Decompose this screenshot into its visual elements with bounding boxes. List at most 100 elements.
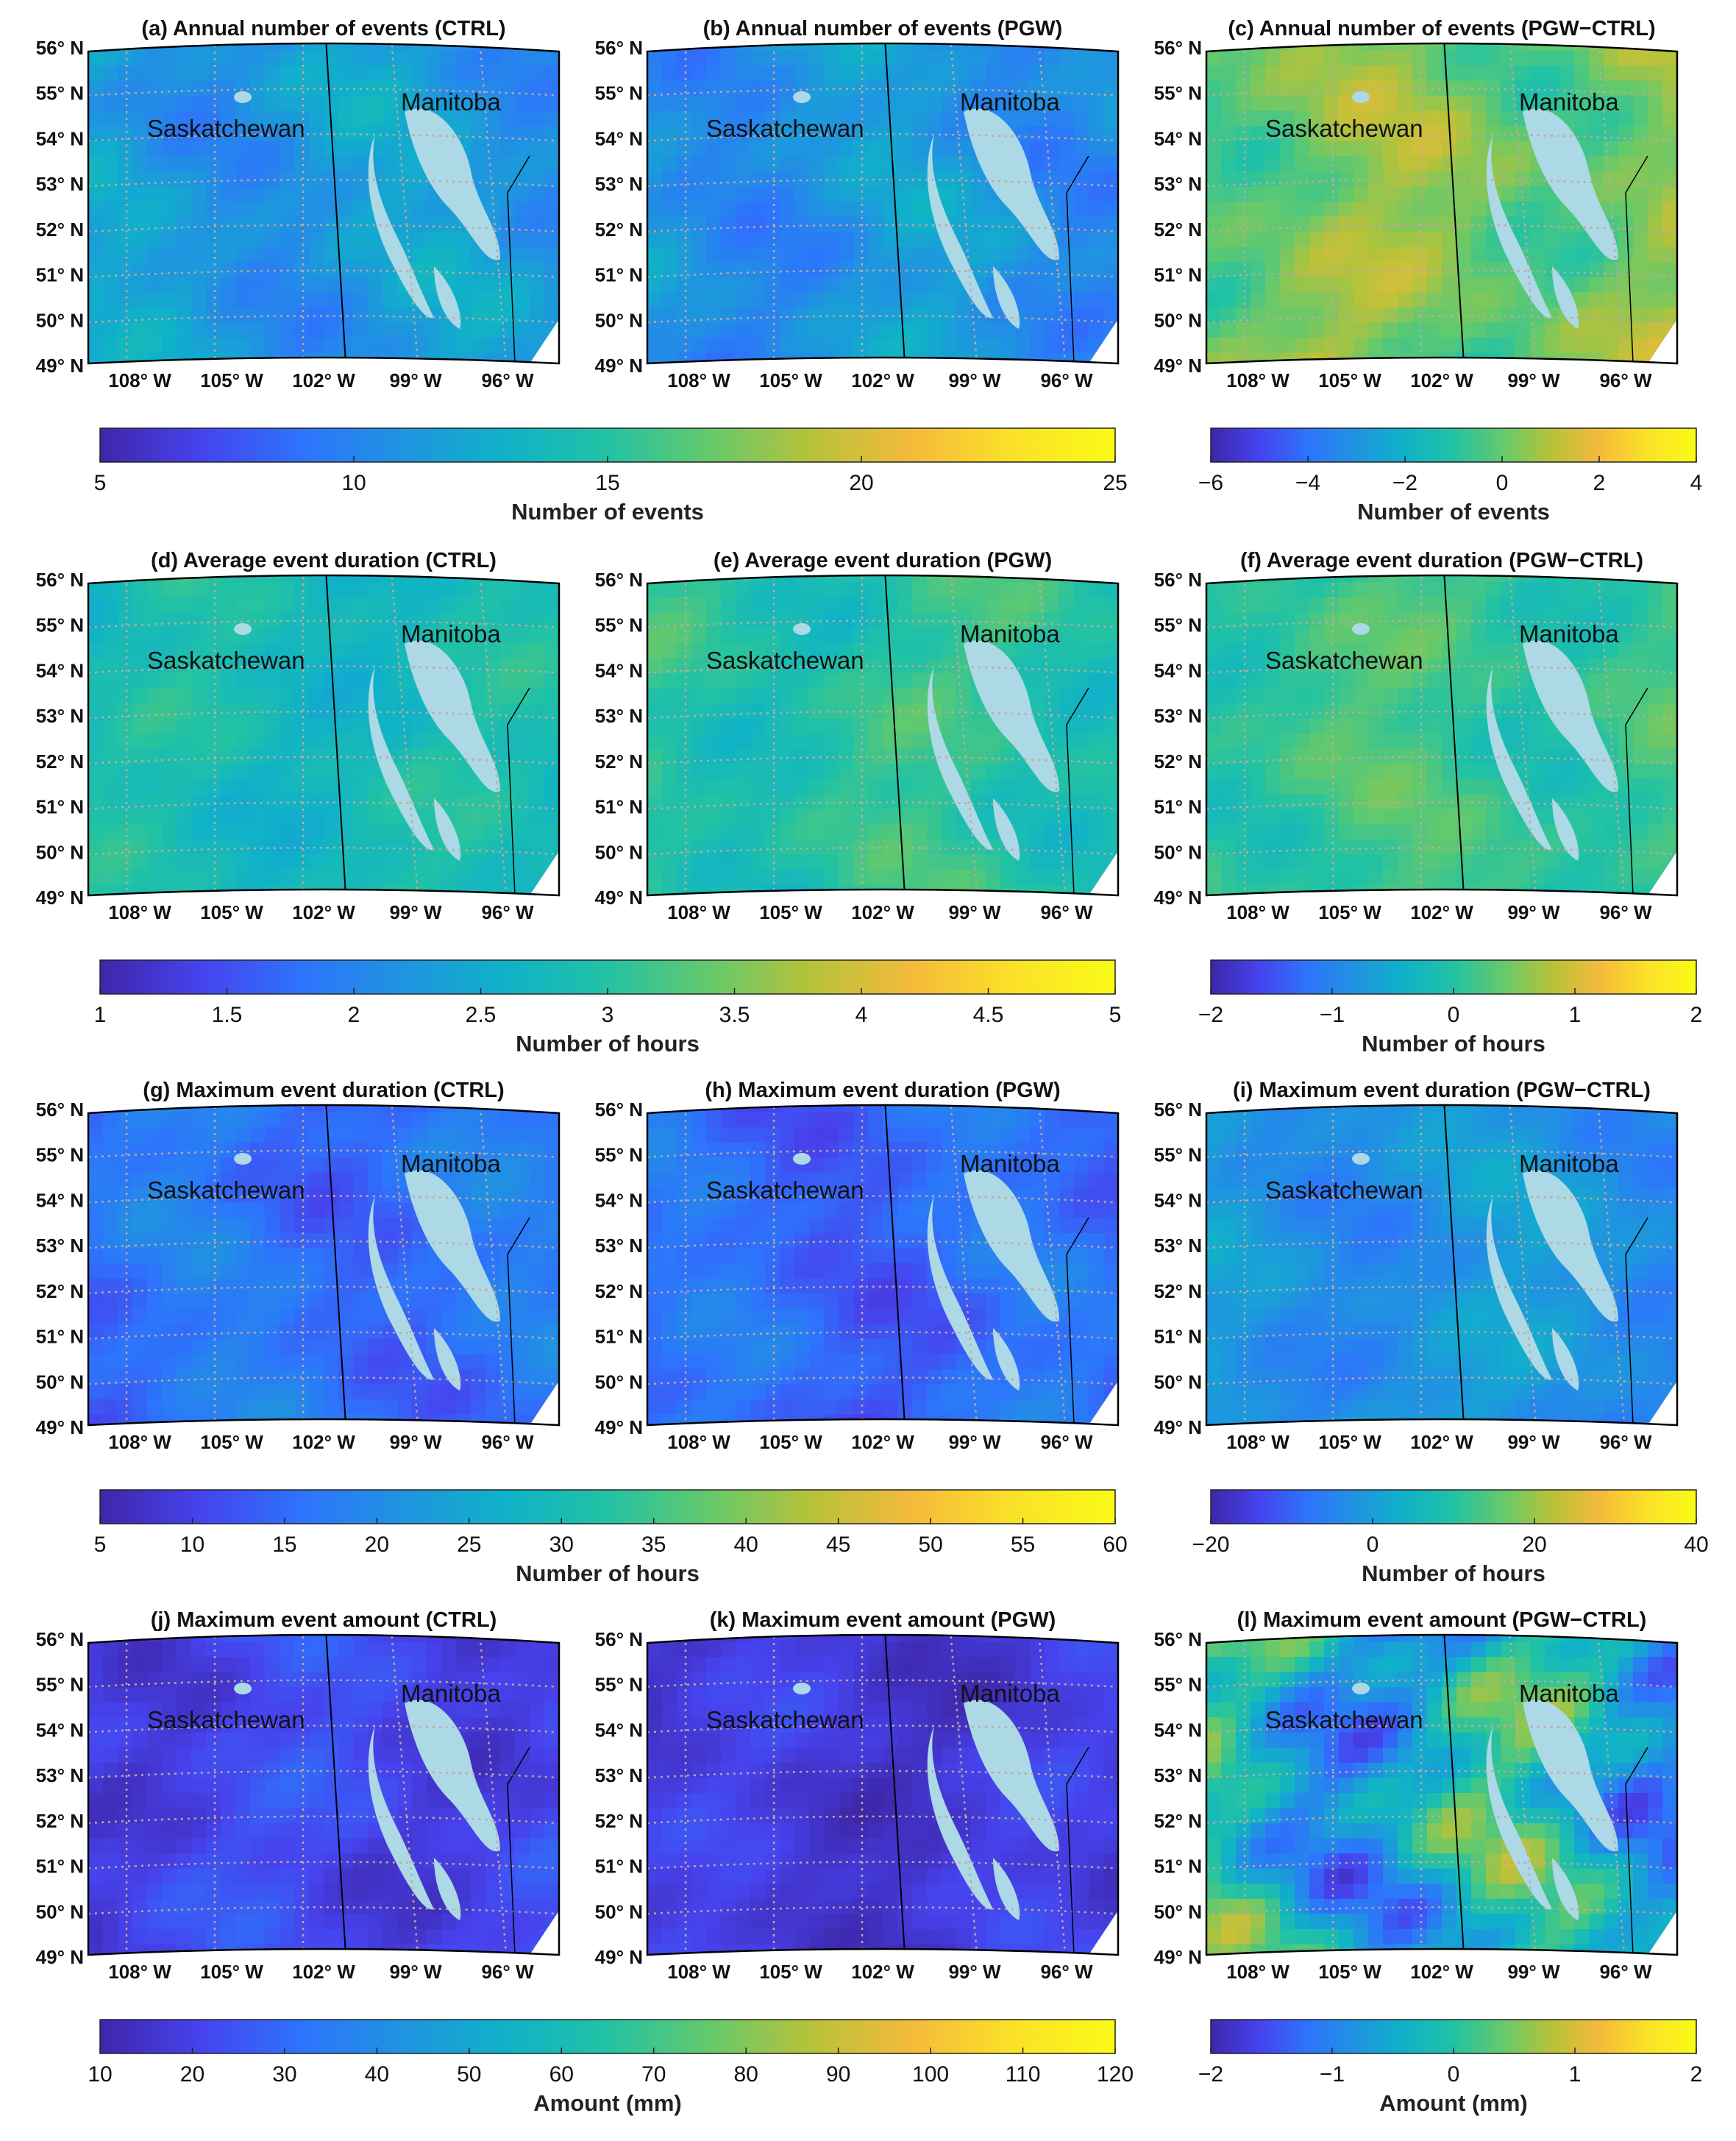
- field-cell: [1368, 778, 1384, 795]
- field-cell: [206, 1202, 221, 1218]
- field-cell: [353, 1338, 369, 1354]
- field-cell: [809, 277, 825, 293]
- field-cell: [530, 658, 545, 674]
- field-cell: [515, 96, 530, 112]
- field-cell: [147, 1354, 163, 1370]
- field-cell: [1339, 612, 1354, 628]
- lat-label: 51° N: [595, 264, 643, 286]
- field-cell: [1309, 202, 1325, 218]
- field-cell: [132, 794, 148, 810]
- field-cell: [1471, 322, 1487, 338]
- field-cell: [530, 1232, 545, 1249]
- field-cell: [1442, 262, 1457, 278]
- field-cell: [1000, 582, 1016, 598]
- field-cell: [500, 778, 516, 795]
- field-cell: [839, 186, 854, 202]
- field-cell: [412, 232, 427, 248]
- field-cell: [809, 748, 825, 764]
- field-cell: [883, 43, 898, 52]
- field-cell: [191, 658, 207, 674]
- graticule-lat: [647, 224, 1118, 233]
- field-cell: [206, 262, 221, 278]
- field-cell: [265, 734, 280, 750]
- field-cell: [677, 794, 692, 810]
- field-cell: [1309, 246, 1325, 263]
- field-cell: [235, 322, 251, 338]
- field-cell: [162, 232, 177, 248]
- field-cell: [103, 141, 118, 157]
- field-cell: [485, 80, 501, 96]
- field-cell: [1501, 703, 1516, 719]
- field-cell: [368, 628, 383, 644]
- field-cell: [956, 337, 972, 353]
- field-cell: [927, 337, 942, 353]
- field-cell: [338, 612, 354, 628]
- field-cell: [1530, 96, 1545, 112]
- field-cell: [1574, 612, 1590, 628]
- field-cell: [1383, 597, 1398, 614]
- field-cell: [794, 141, 810, 157]
- field-cell: [1648, 186, 1663, 202]
- field-cell: [1280, 202, 1295, 218]
- field-cell: [853, 322, 869, 338]
- field-cell: [1383, 110, 1398, 127]
- field-cell: [147, 1308, 163, 1324]
- graticule-lat: [647, 619, 1118, 628]
- field-cell: [1662, 110, 1677, 127]
- field-cell: [427, 337, 442, 353]
- field-cell: [1059, 703, 1075, 719]
- field-cell: [456, 292, 472, 308]
- field-cell: [986, 612, 1001, 628]
- field-cell: [1559, 794, 1575, 810]
- field-cell: [927, 642, 942, 658]
- field-cell: [1515, 141, 1531, 157]
- field-cell: [721, 156, 736, 172]
- field-cell: [147, 869, 163, 885]
- field-cell: [324, 50, 339, 66]
- field-cell: [103, 688, 118, 704]
- field-cell: [1221, 688, 1237, 704]
- field-cell: [1059, 292, 1075, 308]
- field-cell: [942, 658, 957, 674]
- field-cell: [147, 1187, 163, 1204]
- field-cell: [515, 628, 530, 644]
- field-cell: [1295, 246, 1310, 263]
- field-cell: [1236, 642, 1251, 658]
- field-cell: [1265, 839, 1281, 855]
- field-cell: [132, 1248, 148, 1264]
- field-cell: [853, 232, 869, 248]
- field-cell: [103, 794, 118, 810]
- field-cell: [427, 734, 442, 750]
- field-cell: [765, 216, 780, 232]
- field-cell: [1280, 854, 1295, 870]
- field-cell: [515, 1338, 530, 1354]
- field-cell: [721, 703, 736, 719]
- field-cell: [1633, 824, 1648, 840]
- field-cell: [706, 141, 722, 157]
- field-cell: [221, 597, 236, 614]
- field-cell: [191, 809, 207, 825]
- field-cell: [353, 884, 369, 895]
- field-cell: [794, 597, 810, 614]
- field-cell: [515, 734, 530, 750]
- field-cell: [1633, 96, 1648, 112]
- field-cell: [1530, 575, 1545, 583]
- field-cell: [338, 718, 354, 734]
- field-cell: [118, 1157, 133, 1174]
- field-cell: [191, 141, 207, 157]
- field-cell: [1015, 794, 1031, 810]
- field-cell: [500, 748, 516, 764]
- field-cell: [1368, 337, 1384, 353]
- field-cell: [794, 839, 810, 855]
- field-cell: [677, 277, 692, 293]
- field-cell: [191, 748, 207, 764]
- field-cell: [1030, 126, 1045, 142]
- field-cell: [765, 839, 780, 855]
- field-cell: [515, 688, 530, 704]
- field-cell: [1383, 703, 1398, 719]
- field-cell: [794, 884, 810, 895]
- field-cell: [780, 869, 795, 885]
- field-cell: [250, 322, 266, 338]
- field-cell: [383, 597, 398, 614]
- field-cell: [1309, 110, 1325, 127]
